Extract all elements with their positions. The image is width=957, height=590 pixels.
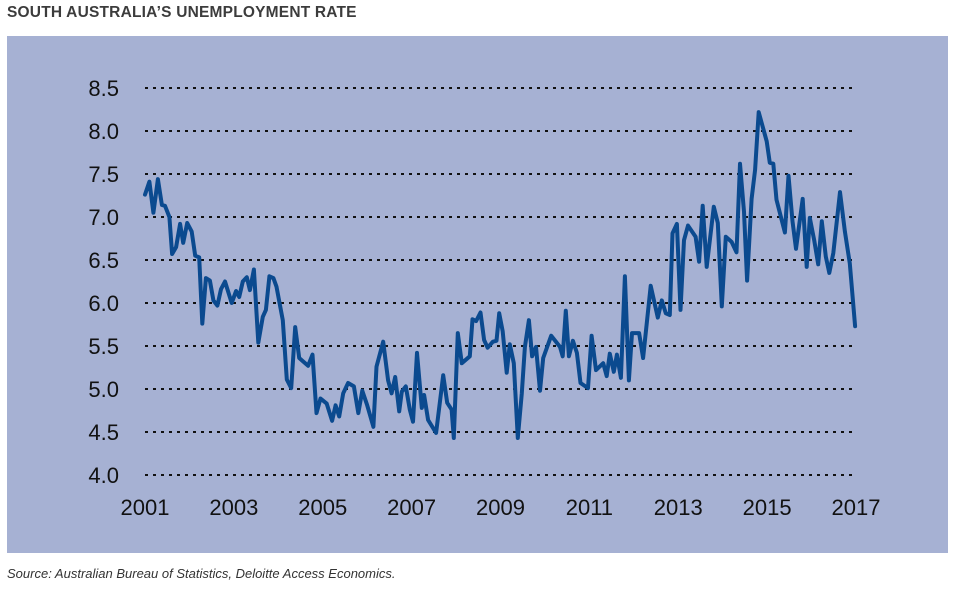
y-tick-label: 7.5 (88, 162, 119, 187)
y-tick-label: 5.0 (88, 377, 119, 402)
y-tick-label: 6.0 (88, 291, 119, 316)
source-note: Source: Australian Bureau of Statistics,… (7, 566, 396, 581)
x-tick-label: 2001 (121, 495, 170, 520)
x-tick-label: 2017 (832, 495, 881, 520)
plot-background (7, 36, 948, 553)
x-tick-label: 2007 (387, 495, 436, 520)
y-axis-ticks: 4.0 4.5 5.0 5.5 6.0 6.5 7.0 7.5 8.0 8.5 (88, 76, 119, 488)
y-tick-label: 8.5 (88, 76, 119, 101)
y-tick-label: 7.0 (88, 205, 119, 230)
series-line (143, 110, 858, 440)
x-tick-label: 2005 (298, 495, 347, 520)
y-tick-label: 6.5 (88, 248, 119, 273)
x-tick-label: 2015 (743, 495, 792, 520)
y-tick-label: 4.5 (88, 420, 119, 445)
x-tick-label: 2003 (209, 495, 258, 520)
x-tick-label: 2013 (654, 495, 703, 520)
x-tick-label: 2011 (566, 495, 613, 520)
y-tick-label: 5.5 (88, 334, 119, 359)
y-tick-label: 8.0 (88, 119, 119, 144)
x-tick-label: 2009 (476, 495, 525, 520)
chart-title: SOUTH AUSTRALIA’S UNEMPLOYMENT RATE (7, 4, 357, 21)
y-tick-label: 4.0 (88, 463, 119, 488)
x-axis-ticks: 2001 2003 2005 2007 2009 2011 2013 2015 2017 (121, 495, 881, 520)
